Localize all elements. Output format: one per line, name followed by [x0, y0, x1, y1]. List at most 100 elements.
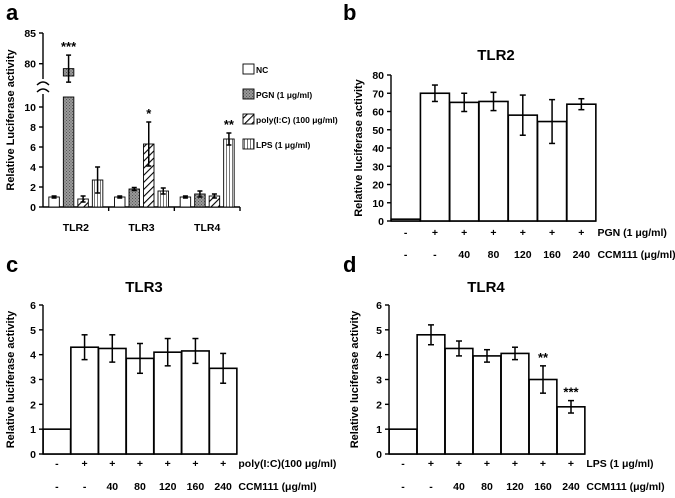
dose-label-c: 80	[134, 481, 146, 493]
dose-label-d: -	[429, 481, 433, 493]
y-tick-label-c: 6	[30, 300, 36, 312]
bar-d	[416, 333, 446, 455]
dose-label-b: 120	[514, 249, 532, 261]
legend-label-gray: PGN (1 μg/ml)	[256, 90, 312, 100]
bar-d	[388, 428, 418, 455]
y-tick-label-b: 40	[372, 143, 384, 155]
dose-label-d: 40	[453, 481, 465, 493]
treatment-mark-b: +	[461, 227, 467, 239]
category-label-a: TLR4	[194, 222, 220, 234]
legend-swatch-hatch	[242, 113, 255, 125]
y-tick-label-c: 4	[30, 350, 36, 362]
treatment-mark-b: +	[432, 227, 438, 239]
panel-label-b: b	[343, 0, 356, 25]
y-tick-label-b: 30	[372, 161, 384, 173]
y-tick-label-b: 60	[372, 107, 384, 119]
significance-mark-a: **	[224, 117, 235, 132]
dose-label-c: 40	[106, 481, 118, 493]
bar-b	[419, 92, 451, 222]
legend-label-hatch: poly(I:C) (100 μg/ml)	[256, 115, 338, 125]
y-axis-label-b: Relative luciferase activity	[353, 78, 365, 216]
treatment-mark-d: +	[484, 458, 490, 470]
bar-c	[42, 428, 72, 455]
bar-b	[566, 103, 597, 222]
axis-break-mark-a	[36, 81, 50, 86]
dose-label-c: -	[55, 481, 59, 493]
bar-d	[556, 406, 586, 455]
treatment-label-d: LPS (1 μg/ml)	[586, 458, 653, 470]
legend-label-vlines: LPS (1 μg/ml)	[256, 140, 310, 150]
dose-label-b: 240	[573, 249, 591, 261]
y-tick-label-a: 85	[24, 28, 36, 40]
y-tick-label-c: 1	[30, 424, 36, 436]
dose-label-b: 80	[488, 249, 500, 261]
y-axis-label-c: Relative luciferase activity	[5, 310, 17, 448]
y-axis-label-d: Relative luciferase activity	[349, 310, 361, 448]
bar-a-vlines	[223, 138, 235, 208]
dose-label-c: -	[83, 481, 87, 493]
treatment-label-b: PGN (1 μg/ml)	[597, 227, 666, 239]
y-tick-label-a: 4	[30, 162, 36, 174]
bar-a-gray	[128, 188, 140, 208]
bar-d	[500, 352, 530, 455]
significance-mark-d: ***	[563, 385, 579, 400]
legend-label-white: NC	[256, 65, 268, 75]
treatment-mark-c: +	[165, 458, 171, 470]
axis-break-mark-a	[36, 88, 50, 93]
y-tick-label-a: 10	[24, 102, 36, 114]
legend-swatch-white	[242, 63, 255, 75]
dose-label-d: 80	[481, 481, 493, 493]
treatment-mark-c: +	[82, 458, 88, 470]
y-tick-label-c: 0	[30, 449, 36, 461]
y-tick-label-c: 2	[30, 399, 36, 411]
treatment-mark-b: +	[578, 227, 584, 239]
category-label-a: TLR2	[63, 222, 89, 234]
y-tick-label-a: 0	[30, 202, 36, 214]
legend-swatch-vlines	[242, 138, 255, 150]
bar-a-gray-lower	[62, 96, 75, 208]
dose-axis-label-c: CCM111 (μg/ml)	[238, 481, 316, 493]
treatment-label-c: poly(I:C)(100 μg/ml)	[238, 458, 336, 470]
treatment-mark-d: +	[428, 458, 434, 470]
treatment-mark-c: +	[109, 458, 115, 470]
treatment-mark-b: +	[520, 227, 526, 239]
y-tick-label-b: 20	[372, 180, 384, 192]
panel-label-d: d	[343, 252, 356, 277]
treatment-mark-c: +	[137, 458, 143, 470]
bar-c	[70, 346, 100, 455]
dose-axis-label-b: CCM111 (μg/ml)	[597, 249, 675, 261]
y-tick-label-d: 4	[376, 350, 382, 362]
treatment-mark-d: -	[401, 458, 405, 470]
dose-label-d: 240	[562, 481, 580, 493]
y-tick-label-a: 6	[30, 142, 36, 154]
y-tick-label-d: 6	[376, 300, 382, 312]
y-tick-label-d: 3	[376, 375, 382, 387]
dose-label-b: -	[404, 249, 408, 261]
bar-c	[180, 350, 210, 455]
treatment-mark-d: +	[456, 458, 462, 470]
y-tick-label-c: 5	[30, 325, 36, 337]
y-tick-label-a: 8	[30, 122, 36, 134]
treatment-mark-c: +	[220, 458, 226, 470]
bar-b	[448, 101, 480, 222]
treatment-mark-b: +	[549, 227, 555, 239]
y-tick-label-b: 0	[378, 216, 384, 228]
dose-label-b: -	[433, 249, 437, 261]
dose-axis-label-d: CCM111 (μg/ml)	[586, 481, 664, 493]
y-tick-label-b: 80	[372, 70, 384, 82]
y-tick-label-d: 1	[376, 424, 382, 436]
dose-label-d: 160	[534, 481, 552, 493]
y-tick-label-b: 70	[372, 88, 384, 100]
dose-label-d: 120	[506, 481, 524, 493]
significance-mark-d: **	[538, 350, 549, 365]
bar-b	[390, 218, 421, 222]
y-tick-label-b: 10	[372, 198, 384, 210]
y-tick-label-b: 50	[372, 125, 384, 137]
treatment-mark-d: +	[512, 458, 518, 470]
panel-title-c: TLR3	[125, 279, 163, 296]
y-tick-label-d: 5	[376, 325, 382, 337]
dose-label-c: 240	[214, 481, 232, 493]
dose-label-b: 40	[458, 249, 470, 261]
treatment-mark-d: +	[540, 458, 546, 470]
